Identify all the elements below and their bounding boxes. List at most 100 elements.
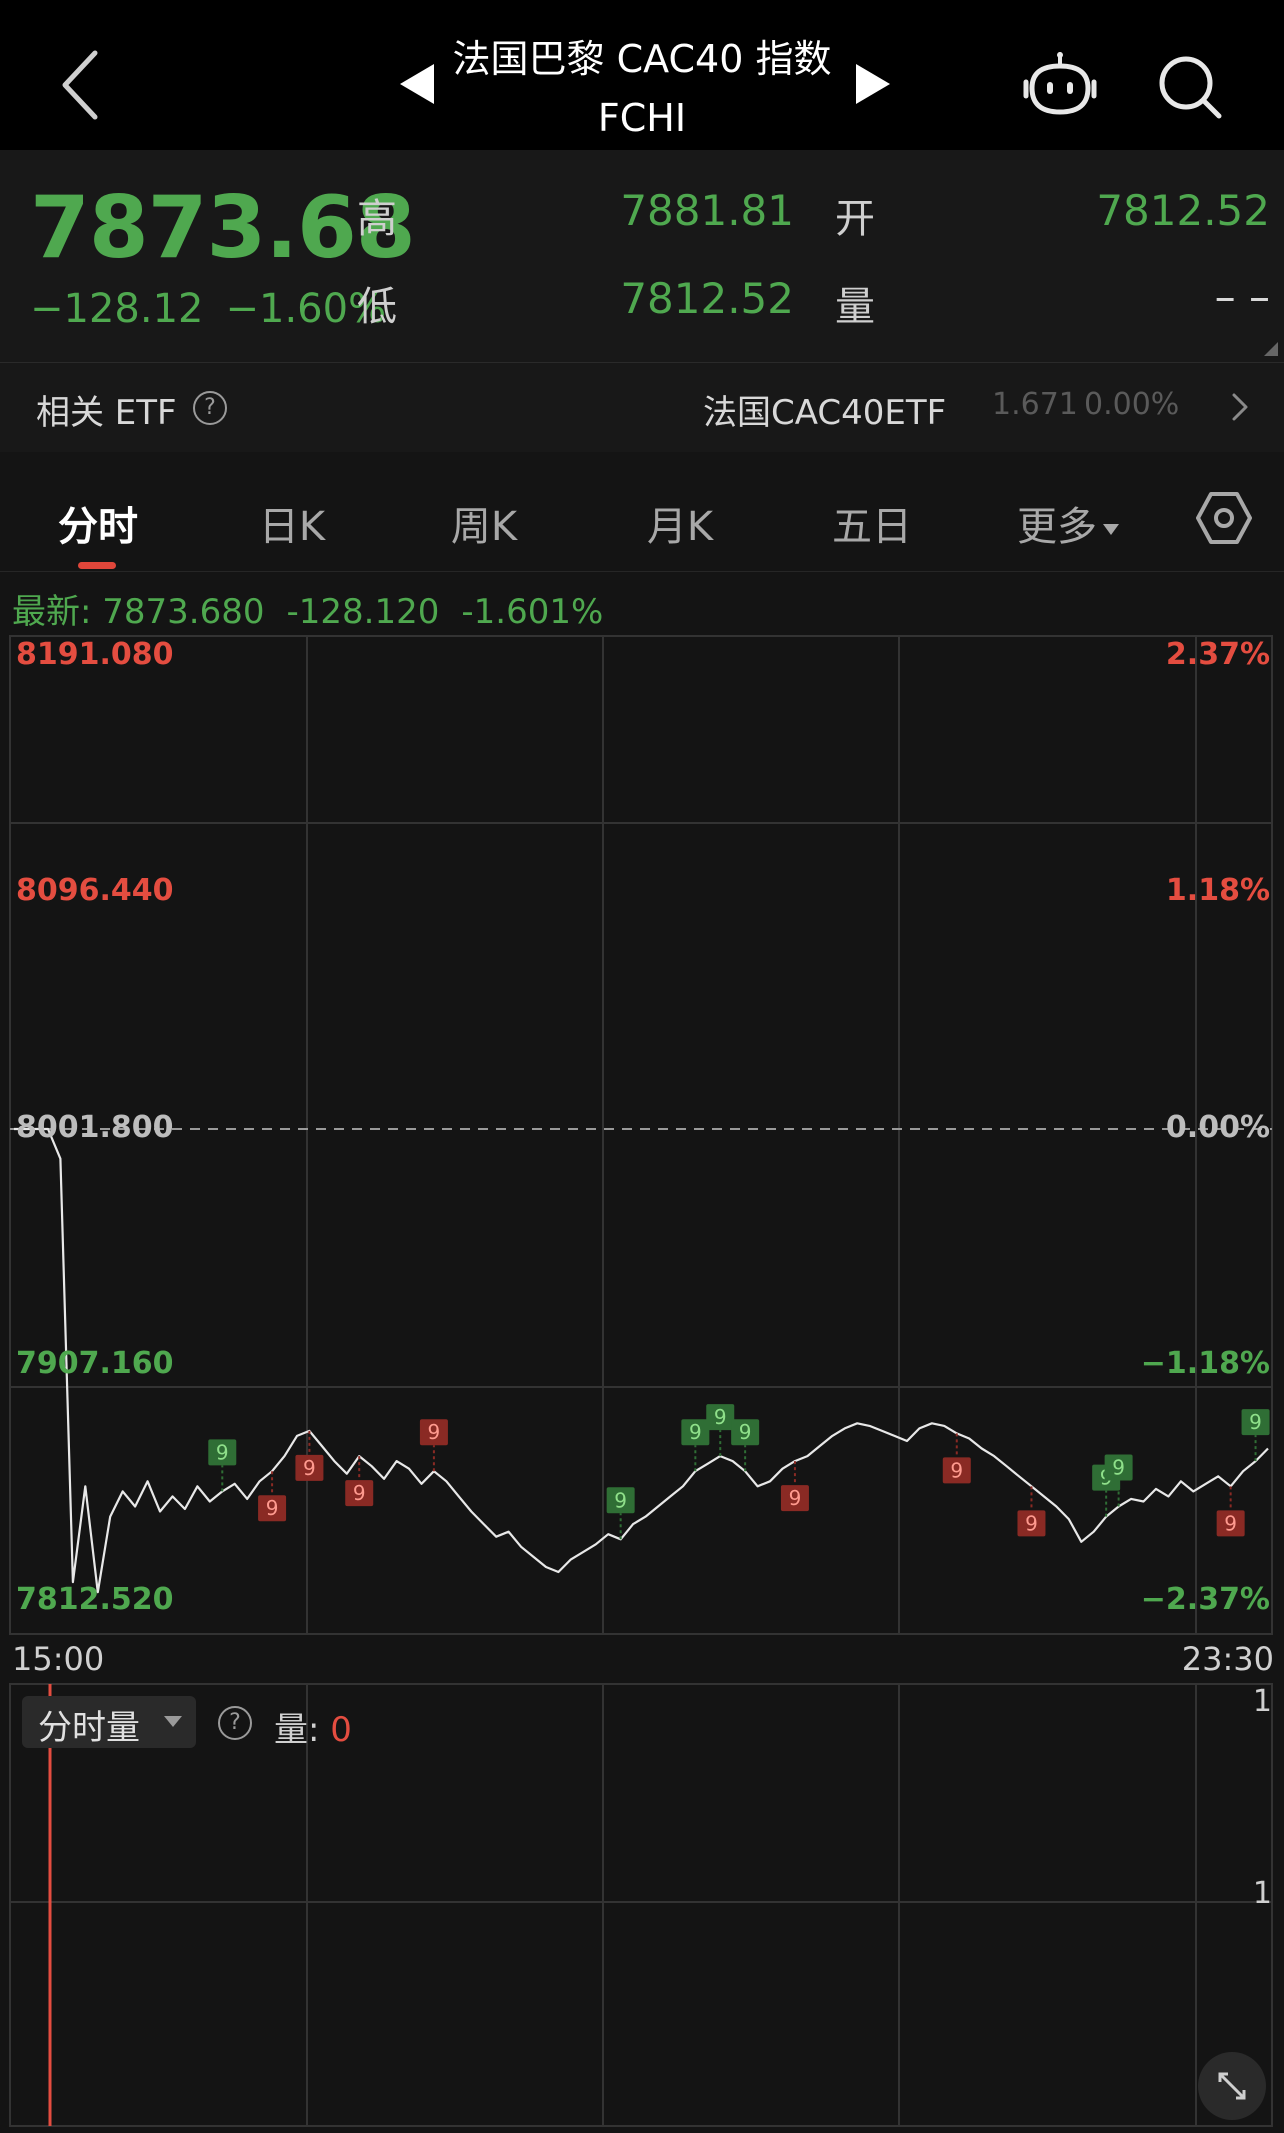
related-etf-label: 相关 ETF xyxy=(36,393,177,433)
page-subtitle: FCHI xyxy=(597,96,687,140)
page-title: 法国巴黎 CAC40 指数 xyxy=(452,37,832,81)
tab-five-day[interactable]: 五日 xyxy=(832,504,912,550)
y-tick-right-4: −2.37% xyxy=(1140,1582,1270,1617)
price-change-percent: −1.60% xyxy=(225,286,387,332)
navigation-bar: 法国巴黎 CAC40 指数 FCHI xyxy=(0,0,1284,150)
volume-indicator-label: 分时量 xyxy=(38,1708,140,1748)
volume-label: 量 xyxy=(835,284,875,330)
next-index-triangle-icon[interactable] xyxy=(852,62,892,106)
active-tab-indicator xyxy=(78,562,116,569)
nine-marker-badge xyxy=(706,1404,735,1431)
y-tick-right-1: 1.18% xyxy=(1165,873,1270,908)
etf-percent: 0.00% xyxy=(1084,387,1180,422)
nine-marker-badge xyxy=(345,1480,374,1507)
x-tick-end: 23:30 xyxy=(1181,1640,1274,1678)
prev-index-triangle-icon[interactable] xyxy=(398,62,438,106)
hexagon-settings-icon[interactable] xyxy=(1196,490,1252,546)
price-change-row: −128.12 −1.60% xyxy=(30,286,386,332)
nine-marker-badge xyxy=(258,1495,287,1522)
nine-marker-badge xyxy=(1241,1409,1270,1436)
y-tick-right-0: 2.37% xyxy=(1165,637,1270,672)
robot-icon[interactable] xyxy=(1022,50,1098,122)
y-tick-left-4: 7812.520 xyxy=(16,1582,174,1617)
volume-readout-value: 0 xyxy=(330,1710,352,1750)
tab-daily-k[interactable]: 日K xyxy=(258,504,326,550)
latest-readout: 最新: 7873.680 -128.120 -1.601% xyxy=(12,584,625,633)
tab-intraday[interactable]: 分时 xyxy=(58,504,138,550)
nine-marker-label: 9 xyxy=(428,1420,441,1444)
search-icon[interactable] xyxy=(1155,52,1225,122)
nine-marker-badge xyxy=(942,1457,971,1484)
y-tick-left-3: 7907.160 xyxy=(16,1346,174,1381)
latest-percent: -1.601% xyxy=(461,592,604,632)
nine-marker-label: 9 xyxy=(1112,1456,1125,1480)
open-value: 7812.52 xyxy=(1096,186,1270,235)
x-tick-start: 15:00 xyxy=(12,1640,105,1678)
quote-summary: 7873.68 −128.12 −1.60% 高 低 7881.81 7812.5… xyxy=(0,150,1284,362)
tab-monthly-k[interactable]: 月K xyxy=(646,504,714,550)
nine-marker-label: 9 xyxy=(1224,1511,1237,1535)
nine-marker-badge xyxy=(419,1419,448,1446)
volume-value: – – xyxy=(1214,272,1270,321)
nine-marker-badge xyxy=(1017,1510,1046,1537)
nine-marker-badge xyxy=(681,1419,710,1446)
price-line xyxy=(14,1127,1269,1594)
nine-marker-badge xyxy=(780,1485,809,1512)
caret-down-icon xyxy=(1103,523,1119,535)
expand-corner-icon[interactable] xyxy=(1264,342,1278,356)
volume-readout-label: 量: xyxy=(274,1710,331,1750)
help-icon[interactable]: ? xyxy=(193,391,227,425)
y-tick-left-0: 8191.080 xyxy=(16,637,174,672)
y-tick-left-2: 8001.800 xyxy=(16,1110,174,1145)
nine-marker-label: 9 xyxy=(216,1440,229,1464)
fullscreen-button[interactable] xyxy=(1198,2052,1266,2120)
latest-price: 最新: 7873.680 xyxy=(12,592,265,632)
nine-marker-label: 9 xyxy=(714,1405,727,1429)
open-label: 开 xyxy=(835,196,875,242)
nine-marker-label: 9 xyxy=(303,1456,316,1480)
y-tick-right-3: −1.18% xyxy=(1140,1346,1270,1381)
tab-more[interactable]: 更多 xyxy=(1000,494,1136,552)
high-label: 高 xyxy=(357,196,397,242)
latest-change: -128.120 xyxy=(286,592,440,632)
nine-marker-label: 9 xyxy=(1025,1511,1038,1535)
nine-marker-badge xyxy=(731,1419,760,1446)
low-label: 低 xyxy=(357,284,397,330)
price-change: −128.12 xyxy=(30,286,204,332)
nine-marker-badge xyxy=(606,1487,635,1514)
y-tick-right-2: 0.00% xyxy=(1165,1110,1270,1145)
nine-marker-label: 9 xyxy=(1249,1410,1262,1434)
price-panel-frame xyxy=(9,635,1273,1635)
nine-marker-label: 9 xyxy=(689,1420,702,1444)
tab-weekly-k[interactable]: 周K xyxy=(450,504,518,550)
nine-marker-label: 9 xyxy=(789,1486,802,1510)
back-chevron-icon[interactable] xyxy=(55,45,115,125)
nine-marker-label: 9 xyxy=(614,1488,627,1512)
chevron-right-icon[interactable] xyxy=(1228,387,1252,427)
volume-help-icon[interactable]: ? xyxy=(218,1706,252,1740)
nine-marker-badge xyxy=(1216,1510,1245,1537)
volume-y-tick-mid: 1 xyxy=(1252,1876,1272,1911)
intraday-chart[interactable]: 9999999999999999 xyxy=(0,630,1284,2130)
high-value: 7881.81 xyxy=(620,186,794,235)
nine-marker-label: 9 xyxy=(266,1496,279,1520)
nine-marker-badge xyxy=(208,1439,237,1466)
volume-indicator-select[interactable]: 分时量 xyxy=(22,1696,196,1748)
volume-readout: 量: 0 xyxy=(274,1702,352,1751)
caret-down-icon xyxy=(164,1716,182,1727)
nine-marker-label: 9 xyxy=(353,1481,366,1505)
chart-period-tabs: 分时 日K 周K 月K 五日 更多 xyxy=(0,464,1284,572)
last-price: 7873.68 xyxy=(30,178,416,278)
low-value: 7812.52 xyxy=(620,274,794,323)
nine-marker-badge xyxy=(295,1454,324,1481)
tab-more-label: 更多 xyxy=(1017,504,1097,550)
nine-marker-label: 9 xyxy=(950,1458,963,1482)
volume-y-tick-top: 1 xyxy=(1252,1684,1272,1719)
fullscreen-icon xyxy=(1218,2072,1246,2100)
nine-marker-badge xyxy=(1104,1454,1133,1481)
nine-marker-label: 9 xyxy=(739,1420,752,1444)
etf-price: 1.671 xyxy=(992,387,1078,422)
y-tick-left-1: 8096.440 xyxy=(16,873,174,908)
related-etf-row[interactable]: 相关 ETF ? 法国CAC40ETF 1.671 0.00% xyxy=(0,362,1284,452)
etf-name: 法国CAC40ETF xyxy=(703,393,947,433)
